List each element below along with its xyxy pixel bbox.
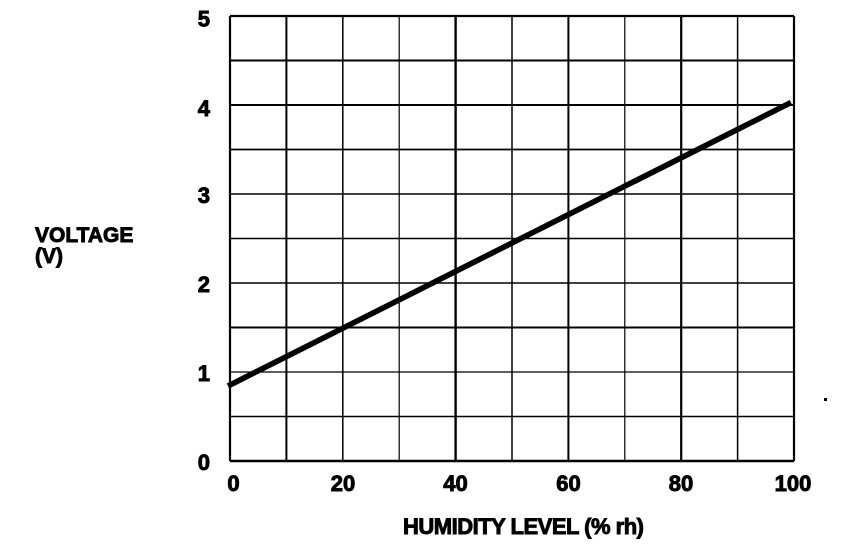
- svg-text:HUMIDITY LEVEL (% rh): HUMIDITY LEVEL (% rh): [403, 514, 644, 539]
- svg-text:1: 1: [198, 361, 210, 386]
- svg-text:3: 3: [198, 183, 210, 208]
- svg-text:80: 80: [669, 471, 693, 496]
- svg-text:VOLTAGE: VOLTAGE: [35, 224, 133, 247]
- svg-text:0: 0: [227, 471, 239, 496]
- svg-text:100: 100: [775, 471, 812, 496]
- svg-text:(V): (V): [35, 245, 63, 268]
- svg-text:20: 20: [331, 471, 355, 496]
- svg-text:4: 4: [198, 96, 211, 121]
- svg-text:40: 40: [443, 471, 467, 496]
- svg-text:5: 5: [198, 7, 210, 32]
- svg-text:0: 0: [198, 450, 210, 475]
- svg-text:60: 60: [556, 471, 580, 496]
- svg-text:2: 2: [198, 272, 210, 297]
